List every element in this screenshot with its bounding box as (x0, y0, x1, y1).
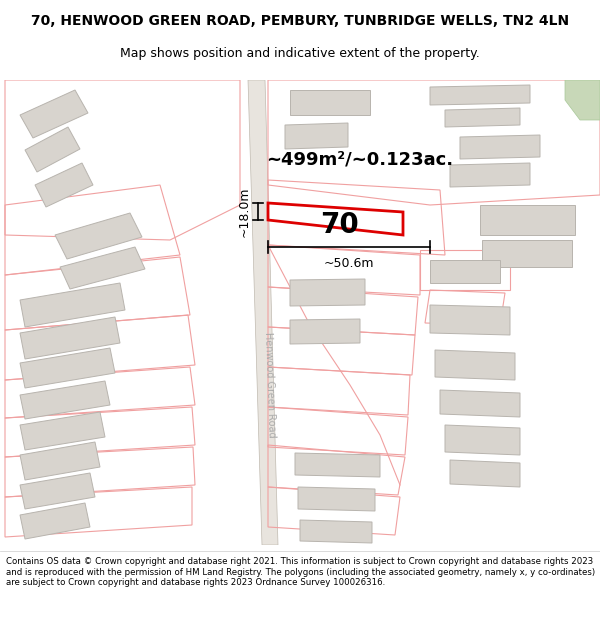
Polygon shape (20, 442, 100, 480)
Polygon shape (298, 487, 375, 511)
Polygon shape (290, 319, 360, 344)
Text: 70, HENWOOD GREEN ROAD, PEMBURY, TUNBRIDGE WELLS, TN2 4LN: 70, HENWOOD GREEN ROAD, PEMBURY, TUNBRID… (31, 14, 569, 28)
Polygon shape (290, 279, 365, 306)
Polygon shape (430, 260, 500, 283)
Text: 70: 70 (320, 211, 359, 239)
Polygon shape (482, 240, 572, 267)
Polygon shape (20, 503, 90, 539)
Polygon shape (430, 305, 510, 335)
Polygon shape (20, 381, 110, 419)
Polygon shape (295, 453, 380, 477)
Text: ~50.6m: ~50.6m (324, 257, 374, 270)
Polygon shape (450, 460, 520, 487)
Polygon shape (285, 123, 348, 149)
Polygon shape (440, 390, 520, 417)
Text: ~499m²/~0.123ac.: ~499m²/~0.123ac. (266, 151, 454, 169)
Polygon shape (20, 283, 125, 327)
Polygon shape (565, 80, 600, 120)
Polygon shape (60, 247, 145, 289)
Polygon shape (20, 348, 115, 388)
Polygon shape (55, 213, 142, 259)
Polygon shape (445, 425, 520, 455)
Polygon shape (300, 520, 372, 543)
Polygon shape (460, 135, 540, 159)
Polygon shape (435, 350, 515, 380)
Text: Contains OS data © Crown copyright and database right 2021. This information is : Contains OS data © Crown copyright and d… (6, 558, 595, 587)
Polygon shape (430, 85, 530, 105)
Polygon shape (35, 163, 93, 207)
Polygon shape (445, 108, 520, 127)
Polygon shape (20, 317, 120, 359)
Polygon shape (20, 473, 95, 509)
Polygon shape (290, 90, 370, 115)
Polygon shape (248, 80, 278, 545)
Text: ~18.0m: ~18.0m (238, 186, 251, 237)
Polygon shape (25, 127, 80, 172)
Polygon shape (480, 205, 575, 235)
Polygon shape (450, 163, 530, 187)
Polygon shape (20, 412, 105, 450)
Polygon shape (20, 90, 88, 138)
Text: Map shows position and indicative extent of the property.: Map shows position and indicative extent… (120, 47, 480, 59)
Text: Henwood Green Road: Henwood Green Road (263, 332, 277, 438)
